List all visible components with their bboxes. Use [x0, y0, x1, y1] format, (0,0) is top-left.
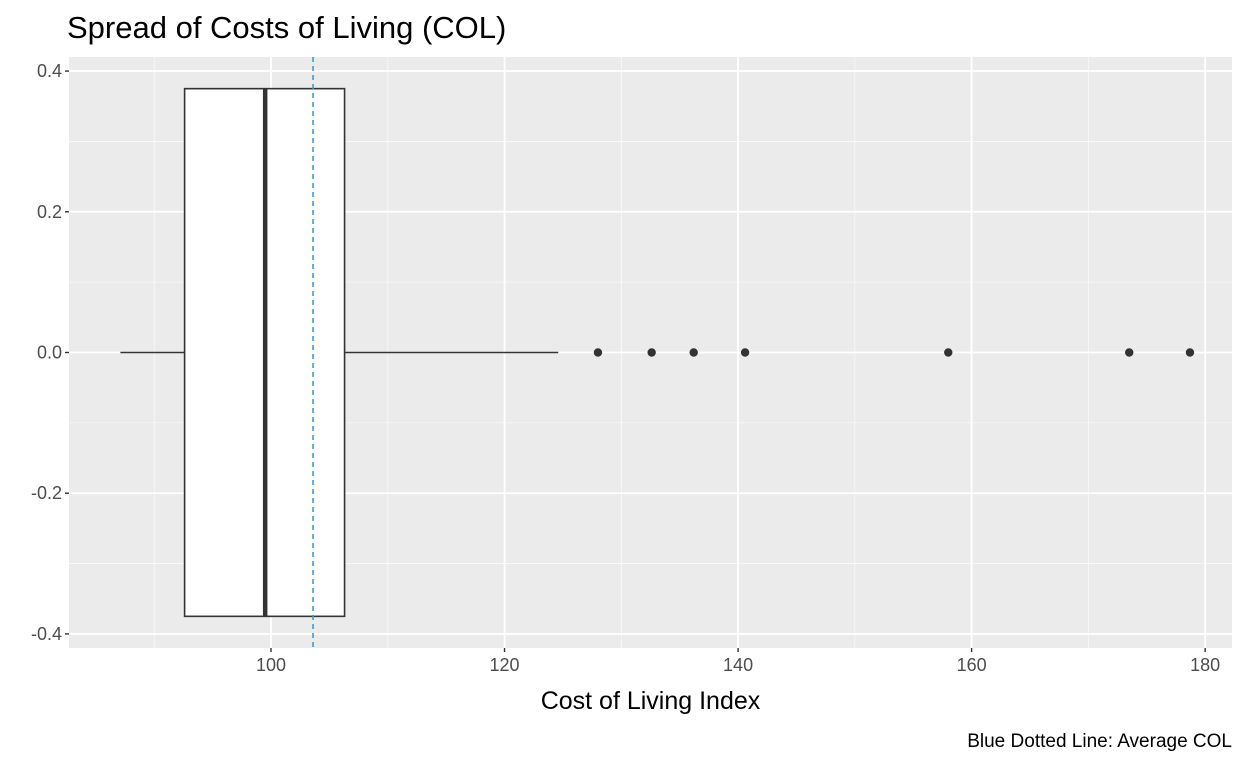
x-tick-label: 180: [1190, 655, 1220, 675]
chart-title: Spread of Costs of Living (COL): [67, 10, 507, 45]
x-tick-label: 100: [256, 655, 286, 675]
chart-caption: Blue Dotted Line: Average COL: [967, 731, 1232, 752]
y-tick-label: -0.4: [31, 624, 62, 644]
y-tick-label: 0.2: [37, 202, 62, 222]
y-tick-label: -0.2: [31, 483, 62, 503]
axis-tick-labels: -0.4 -0.2 0.0 0.2 0.4 100 120 140 160 180: [31, 61, 1220, 675]
x-axis-title: Cost of Living Index: [541, 687, 761, 715]
x-tick-label: 140: [723, 655, 753, 675]
outlier-point: [1185, 348, 1195, 357]
outlier-point: [593, 348, 603, 357]
axis-ticks: [65, 70, 1206, 652]
outlier-point: [647, 348, 656, 357]
outlier-point: [944, 348, 953, 357]
outlier-point: [1125, 348, 1134, 357]
outlier-point: [740, 348, 750, 357]
x-tick-label: 120: [490, 655, 520, 675]
box-group: [120, 57, 559, 648]
x-tick-label: 160: [957, 655, 987, 675]
outlier-group: [593, 348, 1195, 357]
outlier-point: [689, 348, 698, 357]
y-tick-label: 0.0: [37, 343, 62, 363]
y-tick-label: 0.4: [37, 61, 62, 81]
